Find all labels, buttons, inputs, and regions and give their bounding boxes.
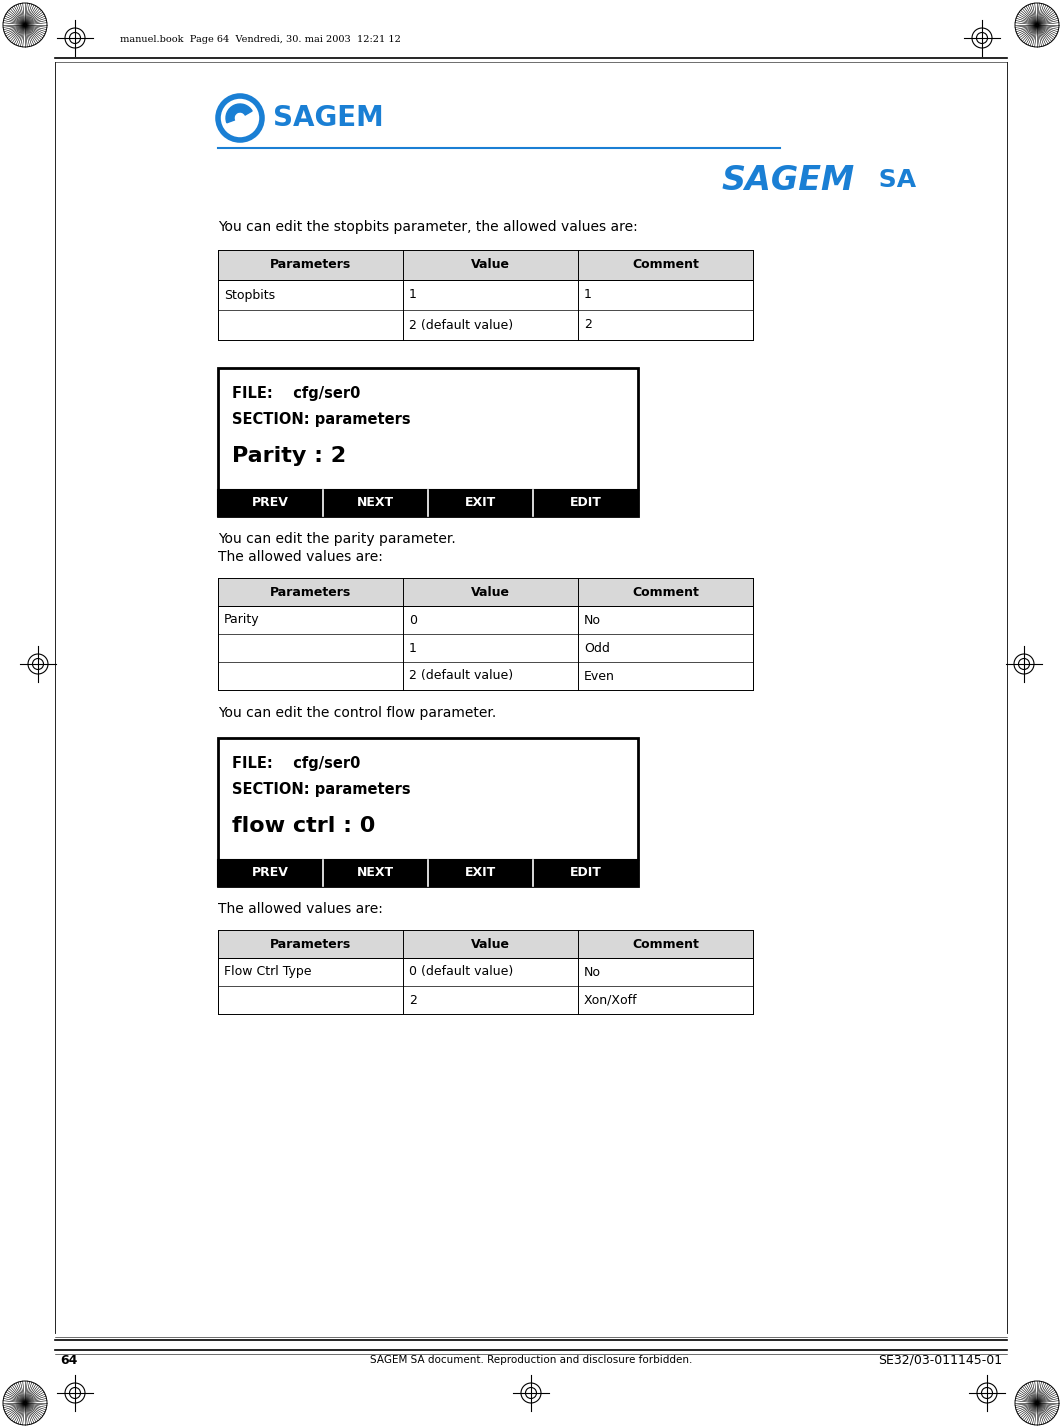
Bar [218,490,638,516]
Text: FILE:    cfg/ser0: FILE: cfg/ser0 [232,755,360,771]
Text: 1: 1 [409,641,417,654]
Text: EXIT: EXIT [465,867,496,880]
Wedge shape [226,104,252,123]
Text: Odd: Odd [584,641,610,654]
Text: 2: 2 [584,318,592,331]
Text: 2 (default value): 2 (default value) [409,670,513,683]
Text: 0 (default value): 0 (default value) [409,965,513,978]
Text: 64: 64 [59,1354,78,1367]
Text: FILE:    cfg/ser0: FILE: cfg/ser0 [232,386,360,401]
Text: Comment: Comment [632,258,699,271]
Text: Value: Value [472,938,510,951]
Text: 0: 0 [409,614,417,627]
Text: Comment: Comment [632,585,699,598]
Text: No: No [584,965,601,978]
Text: 1: 1 [584,288,592,301]
Text: 2: 2 [409,994,417,1007]
Text: Comment: Comment [632,938,699,951]
Bar [218,250,753,280]
Text: Parity: Parity [224,614,259,627]
Bar [218,860,638,885]
Text: Parameters: Parameters [270,938,352,951]
Bar [218,930,753,958]
Text: NEXT: NEXT [357,867,394,880]
Text: SAGEM SA document. Reproduction and disclosure forbidden.: SAGEM SA document. Reproduction and disc… [370,1355,692,1365]
Text: NEXT: NEXT [357,497,394,510]
Bar [218,605,753,690]
Text: manuel.book  Page 64  Vendredi, 30. mai 2003  12:21 12: manuel.book Page 64 Vendredi, 30. mai 20… [120,36,400,44]
Text: Value: Value [472,258,510,271]
Text: 2 (default value): 2 (default value) [409,318,513,331]
Text: You can edit the control flow parameter.: You can edit the control flow parameter. [218,705,496,720]
Text: PREV: PREV [252,867,289,880]
Text: Even: Even [584,670,615,683]
Bar [218,280,753,340]
Text: SE32/03-011145-01: SE32/03-011145-01 [878,1354,1003,1367]
Text: flow ctrl : 0: flow ctrl : 0 [232,815,375,835]
Text: You can edit the stopbits parameter, the allowed values are:: You can edit the stopbits parameter, the… [218,220,638,234]
Text: Stopbits: Stopbits [224,288,275,301]
Bar [218,738,638,885]
Text: Parameters: Parameters [270,585,352,598]
Text: EDIT: EDIT [569,497,601,510]
Bar [218,578,753,605]
Text: SA: SA [870,169,917,191]
Text: SAGEM: SAGEM [273,104,383,131]
Text: EXIT: EXIT [465,497,496,510]
Text: Xon/Xoff: Xon/Xoff [584,994,637,1007]
Bar [218,958,753,1014]
Text: The allowed values are:: The allowed values are: [218,902,383,915]
Bar [218,368,638,516]
Text: EDIT: EDIT [569,867,601,880]
Text: SECTION: parameters: SECTION: parameters [232,783,411,797]
Text: SAGEM: SAGEM [722,163,855,197]
Text: SECTION: parameters: SECTION: parameters [232,413,411,427]
Text: The allowed values are:: The allowed values are: [218,550,383,564]
Text: Flow Ctrl Type: Flow Ctrl Type [224,965,311,978]
Text: You can edit the parity parameter.: You can edit the parity parameter. [218,533,456,545]
Text: No: No [584,614,601,627]
Text: 1: 1 [409,288,417,301]
Text: Value: Value [472,585,510,598]
Text: Parity : 2: Parity : 2 [232,446,346,466]
Text: PREV: PREV [252,497,289,510]
Text: Parameters: Parameters [270,258,352,271]
